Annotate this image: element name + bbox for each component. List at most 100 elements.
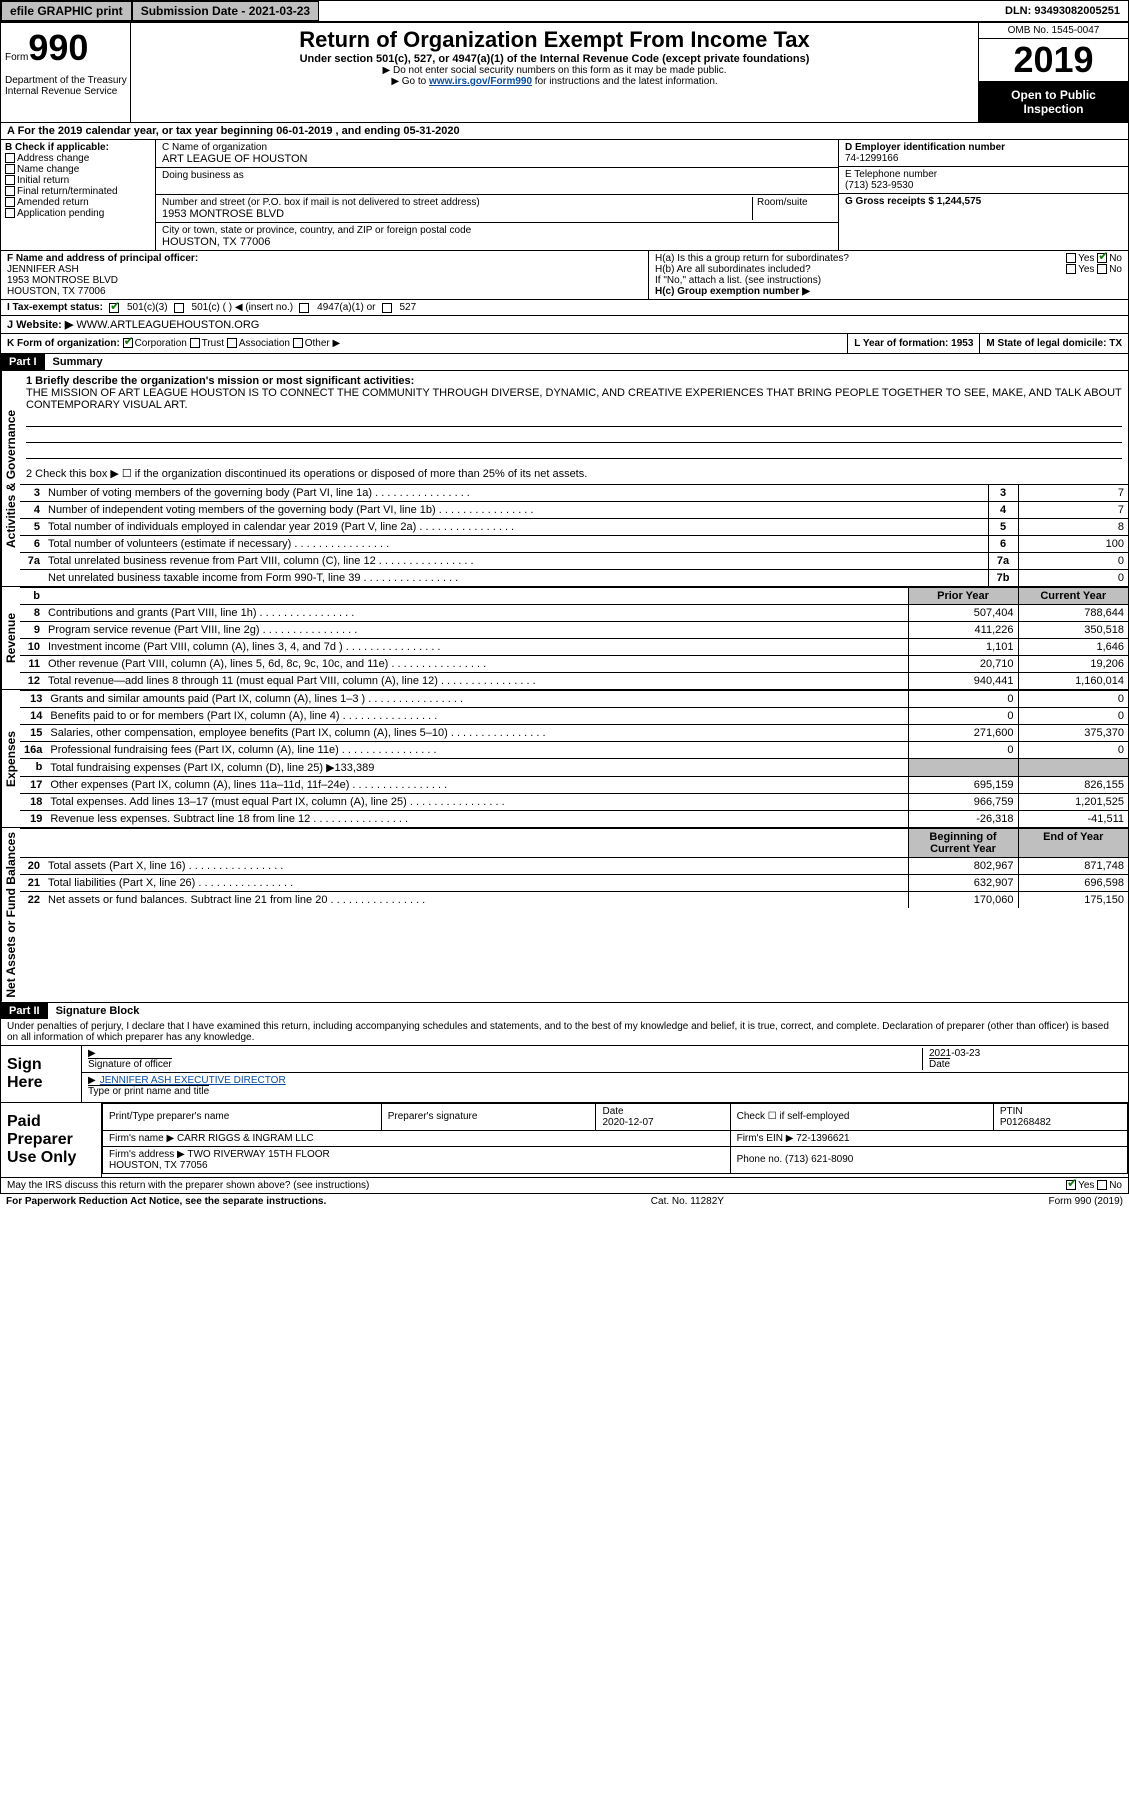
header-mid: Return of Organization Exempt From Incom…	[131, 23, 978, 122]
cb-address[interactable]	[5, 153, 15, 163]
sig-date: 2021-03-23Date	[922, 1048, 1122, 1070]
klm-row: K Form of organization: Corporation Trus…	[1, 333, 1128, 353]
discuss-row: May the IRS discuss this return with the…	[1, 1177, 1128, 1193]
yes-lbl: Yes	[1078, 253, 1094, 264]
no-lbl2: No	[1109, 264, 1122, 275]
cat: Cat. No. 11282Y	[651, 1196, 724, 1207]
year: 2019	[979, 39, 1128, 82]
omb: OMB No. 1545-0047	[979, 23, 1128, 39]
form-body: Form990 Department of the Treasury Inter…	[0, 22, 1129, 1194]
ha-yes[interactable]	[1066, 253, 1076, 263]
cb-name[interactable]	[5, 164, 15, 174]
k-cell: K Form of organization: Corporation Trus…	[1, 334, 847, 353]
sig-name-val[interactable]: JENNIFER ASH EXECUTIVE DIRECTOR	[100, 1075, 286, 1086]
topbar: efile GRAPHIC print Submission Date - 20…	[0, 0, 1129, 22]
f-block: F Name and address of principal officer:…	[1, 251, 648, 299]
c-dba-lbl: Doing business as	[162, 170, 244, 181]
l-cell: L Year of formation: 1953	[847, 334, 979, 353]
k-corp: Corporation	[135, 338, 187, 349]
col-b: B Check if applicable: Address change Na…	[1, 140, 156, 250]
header-right: OMB No. 1545-0047 2019 Open to Public In…	[978, 23, 1128, 122]
sig-type-lbl: Type or print name and title	[88, 1085, 209, 1097]
m-lbl: M State of legal domicile: TX	[986, 338, 1122, 349]
row-fh: F Name and address of principal officer:…	[1, 250, 1128, 299]
hb: H(b) Are all subordinates included?	[655, 264, 811, 275]
prep-table: Paid Preparer Use Only Print/Type prepar…	[1, 1102, 1128, 1177]
sig-of-lbl: Signature of officer	[88, 1058, 172, 1070]
j-lbl: J Website: ▶	[7, 319, 73, 331]
prep-h-sig: Preparer's signature	[381, 1103, 596, 1130]
inspection: Open to Public Inspection	[979, 82, 1128, 122]
d-cell: D Employer identification number 74-1299…	[839, 140, 1128, 167]
prep-grid: Print/Type preparer's name Preparer's si…	[102, 1103, 1128, 1174]
sig-date-val: 2021-03-23	[929, 1048, 980, 1059]
discuss-yes[interactable]	[1066, 1180, 1076, 1190]
na-table: Beginning of Current YearEnd of Year20To…	[20, 828, 1128, 908]
j-val: WWW.ARTLEAGUEHOUSTON.ORG	[76, 319, 259, 331]
na-label: Net Assets or Fund Balances	[1, 828, 20, 1002]
cb-501c3[interactable]	[109, 303, 119, 313]
note2: ▶ Go to www.irs.gov/Form990 for instruct…	[141, 76, 968, 87]
hb-yes[interactable]	[1066, 264, 1076, 274]
website-row: J Website: ▶ WWW.ARTLEAGUEHOUSTON.ORG	[1, 315, 1128, 333]
cb-final[interactable]	[5, 186, 15, 196]
b-application: Application pending	[17, 208, 104, 219]
cb-4947[interactable]	[299, 303, 309, 313]
e-val: (713) 523-9530	[845, 180, 913, 191]
ag-label: Activities & Governance	[1, 371, 20, 586]
hb-no[interactable]	[1097, 264, 1107, 274]
form-footer: Form 990 (2019)	[1049, 1196, 1123, 1207]
row-a-text: A For the 2019 calendar year, or tax yea…	[7, 125, 460, 137]
c-addr: 1953 MONTROSE BLVD	[162, 208, 284, 220]
exp-label: Expenses	[1, 690, 20, 827]
cb-application[interactable]	[5, 208, 15, 218]
cb-initial[interactable]	[5, 175, 15, 185]
prep-addr1: TWO RIVERWAY 15TH FLOOR	[187, 1149, 329, 1160]
discuss-no[interactable]	[1097, 1180, 1107, 1190]
cb-corp[interactable]	[123, 338, 133, 348]
cb-other[interactable]	[293, 338, 303, 348]
form-label: Form	[5, 52, 28, 63]
cb-assoc[interactable]	[227, 338, 237, 348]
efile-btn[interactable]: efile GRAPHIC print	[1, 1, 132, 21]
dn-lbl: No	[1109, 1180, 1122, 1191]
sign-table: Sign Here Signature of officer 2021-03-2…	[1, 1045, 1128, 1102]
mission-text: THE MISSION OF ART LEAGUE HOUSTON IS TO …	[26, 387, 1122, 411]
m-cell: M State of legal domicile: TX	[979, 334, 1128, 353]
sig-date-lbl: Date	[929, 1058, 950, 1070]
note1: ▶ Do not enter social security numbers o…	[141, 65, 968, 76]
f-name: JENNIFER ASH	[7, 264, 79, 275]
c-name: ART LEAGUE OF HOUSTON	[162, 153, 307, 165]
g-cell: G Gross receipts $ 1,244,575	[839, 194, 1128, 209]
f-addr2: HOUSTON, TX 77006	[7, 286, 106, 297]
prep-h-date: Date2020-12-07	[596, 1103, 730, 1130]
form990-link[interactable]: www.irs.gov/Form990	[429, 76, 532, 87]
section-bcdefg: B Check if applicable: Address change Na…	[1, 139, 1128, 250]
pra: For Paperwork Reduction Act Notice, see …	[6, 1196, 326, 1207]
tax-status-row: I Tax-exempt status: 501(c)(3) 501(c) ( …	[1, 299, 1128, 315]
c-name-lbl: C Name of organization	[162, 142, 267, 153]
header-row: Form990 Department of the Treasury Inter…	[1, 23, 1128, 122]
k-trust: Trust	[202, 338, 224, 349]
ha-no[interactable]	[1097, 253, 1107, 263]
part1-title: Summary	[45, 354, 111, 370]
c-addr-cell: Number and street (or P.O. box if mail i…	[156, 195, 838, 223]
rev-block: Revenue bPrior YearCurrent Year8Contribu…	[1, 586, 1128, 689]
hb-note: If "No," attach a list. (see instruction…	[655, 275, 821, 286]
cb-amended[interactable]	[5, 197, 15, 207]
mission: 1 Briefly describe the organization's mi…	[20, 371, 1128, 463]
part2-title: Signature Block	[48, 1003, 148, 1019]
cb-trust[interactable]	[190, 338, 200, 348]
i-c3: 501(c)(3)	[127, 302, 168, 313]
c-city: HOUSTON, TX 77006	[162, 236, 270, 248]
submission-date: Submission Date - 2021-03-23	[132, 1, 319, 21]
cb-501c[interactable]	[174, 303, 184, 313]
yes-lbl2: Yes	[1078, 264, 1094, 275]
prep-h-name: Print/Type preparer's name	[103, 1103, 382, 1130]
line2: 2 Check this box ▶ ☐ if the organization…	[20, 463, 1128, 484]
f-addr1: 1953 MONTROSE BLVD	[7, 275, 118, 286]
k-other: Other ▶	[305, 338, 340, 349]
dln: DLN: 93493082005251	[997, 3, 1128, 19]
cb-527[interactable]	[382, 303, 392, 313]
rev-table: bPrior YearCurrent Year8Contributions an…	[20, 587, 1128, 689]
